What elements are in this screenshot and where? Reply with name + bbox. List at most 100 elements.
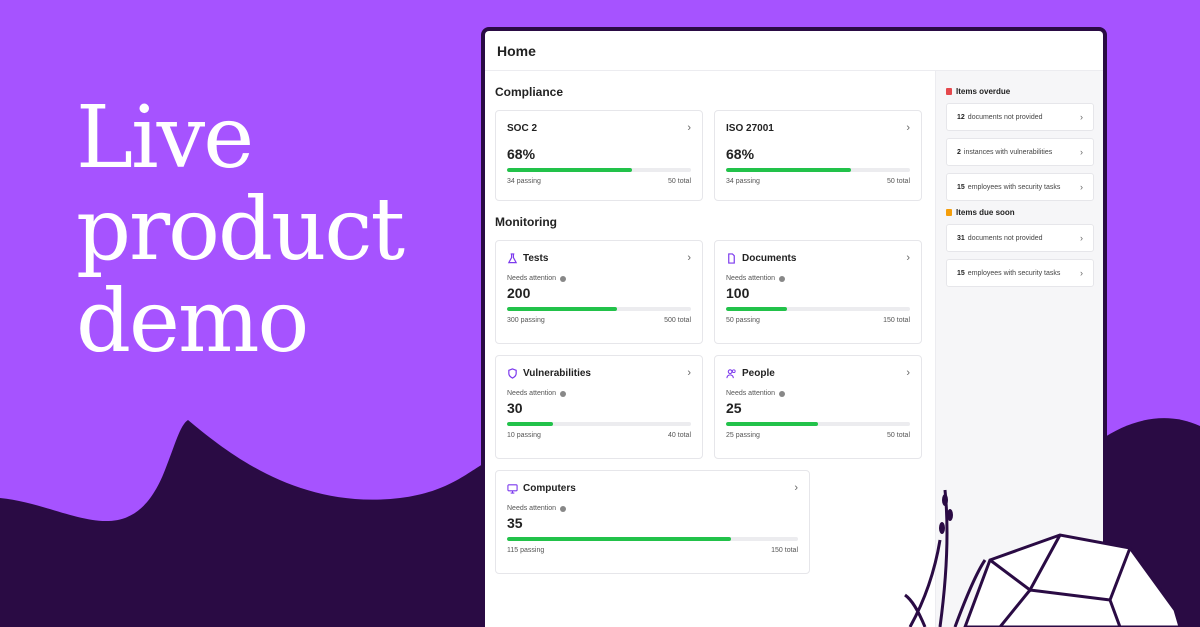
percent-value: 68% [507,146,536,162]
chevron-right-icon: › [906,122,910,134]
progress-fill [507,168,633,172]
passing-count: 115 passing [507,547,545,554]
flask-icon [507,253,518,264]
needs-attention-label: Needs attention [507,505,557,512]
monitoring-card-tests[interactable]: Tests › Needs attention 200 300 passing 5… [495,240,703,344]
needs-attention-label: Needs attention [726,275,776,282]
compliance-card-iso27001[interactable]: ISO 27001 › 68% 34 passing 50 total [714,110,922,201]
headline-line-3: demo [76,272,309,372]
chevron-right-icon: › [687,367,691,379]
card-title: Documents [742,253,797,264]
overdue-group: Items overdue 12 documents not provided › … [946,87,1094,201]
needs-attention-label: Needs attention [507,275,557,282]
overdue-title: Items overdue [956,87,1011,96]
monitoring-grid: Tests › Needs attention 200 300 passing 5… [495,240,925,574]
sidebar: Items overdue 12 documents not provided › … [935,71,1103,627]
progress-bar [507,422,691,426]
monitoring-card-documents[interactable]: Documents › Needs attention 100 50 passi… [714,240,922,344]
progress-bar [507,537,798,541]
progress-bar [507,168,691,172]
progress-fill [507,307,618,311]
info-icon[interactable] [560,275,567,282]
item-text: employees with security tasks [967,269,1061,277]
total-count: 50 total [887,178,910,185]
total-count: 50 total [887,432,910,439]
chevron-right-icon: › [687,122,691,134]
card-title: Tests [523,253,549,264]
attention-count: 30 [507,400,523,416]
calendar-overdue-icon [946,88,952,95]
needs-attention-label: Needs attention [507,390,557,397]
progress-bar [726,168,910,172]
chevron-right-icon: › [906,252,910,264]
card-title: ISO 27001 [726,123,774,134]
compliance-card-soc2[interactable]: SOC 2 › 68% 34 passing 50 total [495,110,703,201]
info-icon[interactable] [560,390,567,397]
chevron-right-icon: › [687,252,691,264]
card-title: People [742,368,775,379]
main-content: Compliance SOC 2 › 68% 34 passing 50 tota… [485,71,935,627]
overdue-item[interactable]: 2 instances with vulnerabilities › [946,138,1094,166]
progress-bar [507,307,691,311]
passing-count: 34 passing [726,178,760,185]
item-text: documents not provided [967,234,1043,242]
app-window: Home Compliance SOC 2 › 68% 34 passing 50… [481,27,1107,627]
attention-count: 35 [507,515,523,531]
progress-fill [726,168,852,172]
monitoring-heading: Monitoring [495,215,557,229]
item-count: 15 [957,183,965,191]
due-soon-item[interactable]: 15 employees with security tasks › [946,259,1094,287]
item-count: 15 [957,269,965,277]
monitoring-card-computers[interactable]: Computers › Needs attention 35 115 passi… [495,470,810,574]
overdue-item[interactable]: 15 employees with security tasks › [946,173,1094,201]
headline-line-2: product [76,180,405,280]
overdue-item[interactable]: 12 documents not provided › [946,103,1094,131]
progress-fill [507,537,732,541]
compliance-heading: Compliance [495,85,564,99]
percent-value: 68% [726,146,755,162]
attention-count: 100 [726,285,750,301]
progress-fill [726,307,787,311]
document-icon [726,253,737,264]
headline-line-1: Live [76,88,254,188]
due-soon-group: Items due soon 31 documents not provided ›… [946,208,1094,287]
item-count: 12 [957,113,965,121]
monitoring-card-vulnerabilities[interactable]: Vulnerabilities › Needs attention 30 10 … [495,355,703,459]
progress-bar [726,422,910,426]
chevron-right-icon: › [1080,147,1083,157]
page-title: Home [485,31,1103,71]
chevron-right-icon: › [1080,182,1083,192]
attention-count: 200 [507,285,531,301]
info-icon[interactable] [779,275,786,282]
card-title: SOC 2 [507,123,538,134]
info-icon[interactable] [779,390,786,397]
progress-fill [507,422,553,426]
calendar-due-soon-icon [946,209,952,216]
item-text: documents not provided [967,113,1043,121]
total-count: 50 total [668,178,691,185]
compliance-grid: SOC 2 › 68% 34 passing 50 total ISO 27001… [495,110,925,201]
item-text: instances with vulnerabilities [963,148,1053,156]
headline: Live product demo [76,88,405,372]
needs-attention-label: Needs attention [726,390,776,397]
total-count: 150 total [771,547,798,554]
monitor-icon [507,483,518,494]
passing-count: 25 passing [726,432,760,439]
passing-count: 34 passing [507,178,541,185]
item-count: 31 [957,234,965,242]
info-icon[interactable] [560,505,567,512]
passing-count: 10 passing [507,432,541,439]
due-soon-item[interactable]: 31 documents not provided › [946,224,1094,252]
monitoring-card-people[interactable]: People › Needs attention 25 25 passing 50… [714,355,922,459]
attention-count: 25 [726,400,742,416]
people-icon [726,368,737,379]
chevron-right-icon: › [906,367,910,379]
card-title: Computers [523,483,576,494]
total-count: 40 total [668,432,691,439]
total-count: 150 total [883,317,910,324]
chevron-right-icon: › [1080,268,1083,278]
shield-icon [507,368,518,379]
chevron-right-icon: › [794,482,798,494]
total-count: 500 total [664,317,691,324]
chevron-right-icon: › [1080,233,1083,243]
